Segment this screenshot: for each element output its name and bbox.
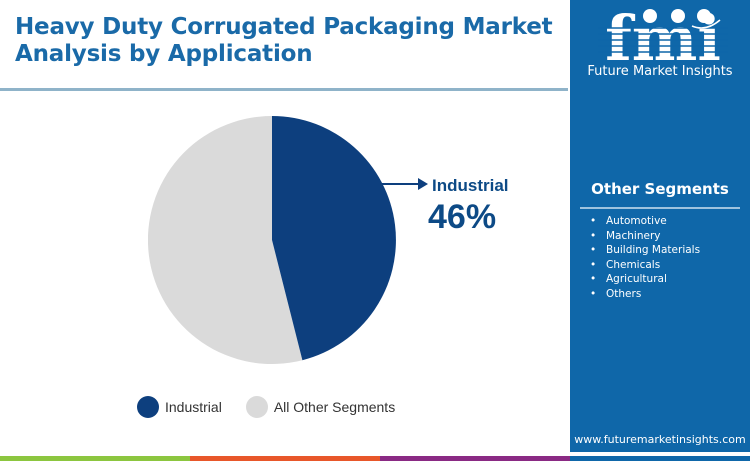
list-item: Machinery xyxy=(590,229,700,244)
legend-item-industrial: Industrial xyxy=(137,396,222,418)
footer-bar-purple xyxy=(380,456,570,461)
footer-bar-orange xyxy=(190,456,380,461)
page-title: Heavy Duty Corrugated Packaging Market A… xyxy=(15,14,553,67)
brand-name: Future Market Insights xyxy=(587,64,733,79)
callout-value: 46% xyxy=(428,198,497,236)
callout-arrow-icon xyxy=(380,178,428,190)
legend-item-other-segments: All Other Segments xyxy=(245,396,396,418)
legend-label: Industrial xyxy=(165,399,222,415)
fmi-logo-icon: fmi xyxy=(598,6,728,64)
callout-label: Industrial xyxy=(432,176,509,195)
other-segments-divider xyxy=(580,207,740,209)
side-panel: fmi Future Market Insights Other Segment… xyxy=(570,0,750,452)
chart-legend: Industrial All Other Segments xyxy=(137,396,419,418)
website-url: www.futuremarketinsights.com xyxy=(574,433,746,446)
list-item: Automotive xyxy=(590,214,700,229)
title-divider xyxy=(0,88,568,91)
pie-slice-all-other-segments xyxy=(148,116,303,364)
list-item: Agricultural xyxy=(590,272,700,287)
pie-chart xyxy=(148,116,396,364)
legend-label: All Other Segments xyxy=(273,399,396,415)
pie-slice-industrial xyxy=(272,116,396,361)
other-segments-list: Automotive Machinery Building Materials … xyxy=(590,214,700,301)
footer-bar-green xyxy=(0,456,190,461)
legend-swatch-industrial xyxy=(137,396,159,418)
footer-bar-blue xyxy=(570,456,750,461)
other-segments-title: Other Segments xyxy=(591,180,729,198)
list-item: Others xyxy=(590,287,700,302)
list-item: Building Materials xyxy=(590,243,700,258)
list-item: Chemicals xyxy=(590,258,700,273)
legend-swatch-other xyxy=(245,396,268,418)
